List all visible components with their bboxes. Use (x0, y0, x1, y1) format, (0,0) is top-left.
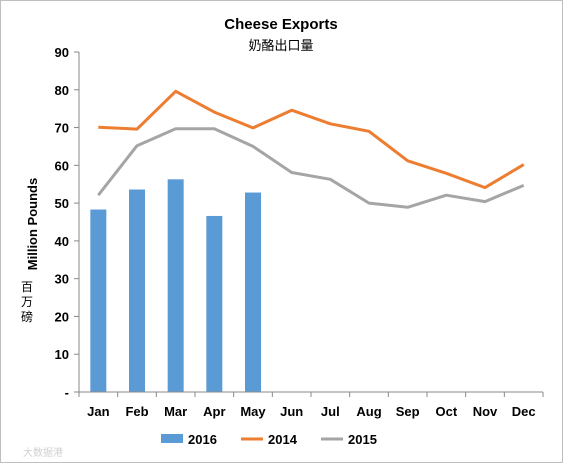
line-series-group (97, 89, 525, 209)
x-tick-label-feb: Feb (125, 404, 148, 419)
legend-label-2016: 2016 (188, 432, 217, 447)
bar-2016-feb (129, 189, 145, 392)
x-tick-label-sep: Sep (396, 404, 420, 419)
y-tick-label: 80 (55, 83, 69, 98)
y-tick-label: 70 (55, 121, 69, 136)
y-tick-label: 60 (55, 158, 69, 173)
y-tick-label: 30 (55, 272, 69, 287)
x-tick-label-jun: Jun (280, 404, 303, 419)
y-axis-label-secondary-3: 磅 (21, 309, 33, 324)
legend: 2016 2014 2015 (161, 432, 377, 447)
axes-group (74, 51, 544, 397)
x-tick-labels: Jan Feb Mar Apr May Jun Jul Aug Sep Oct Nov Dec (87, 404, 535, 419)
x-tick-label-jan: Jan (87, 404, 109, 419)
chart-subtitle: 奶酪出口量 (248, 38, 313, 54)
x-tick-label-mar: Mar (164, 404, 187, 419)
y-tick-label: 90 (55, 45, 69, 60)
x-tick-label-apr: Apr (203, 404, 225, 419)
y-tick-label: 40 (55, 234, 69, 249)
y-tick-label: 10 (55, 347, 69, 362)
watermark: 大数据港 (23, 446, 63, 459)
y-axis-label-secondary-1: 百 (21, 280, 33, 294)
x-tick-label-dec: Dec (512, 404, 536, 419)
bar-2016-jan (90, 209, 107, 392)
legend-label-2014: 2014 (268, 432, 298, 447)
legend-label-2015: 2015 (348, 432, 377, 447)
line-series-2014 (98, 89, 525, 190)
y-tick-labels: - 10 20 30 40 50 60 70 80 90 (55, 45, 69, 400)
x-tick-label-jul: Jul (321, 404, 340, 419)
bar-2016-apr (206, 215, 223, 392)
bar-2016-mar (167, 179, 184, 392)
x-tick-label-nov: Nov (473, 404, 498, 419)
bar-2016-may (245, 192, 261, 392)
y-axis-label: Million Pounds (25, 178, 40, 270)
y-axis-label-secondary-2: 万 (21, 295, 33, 309)
x-tick-label-may: May (240, 404, 266, 419)
x-tick-label-oct: Oct (435, 404, 457, 419)
x-tick-label-aug: Aug (356, 404, 381, 419)
legend-swatch-2016 (161, 434, 183, 443)
y-tick-label: 20 (55, 309, 69, 324)
line-series-2015 (97, 127, 525, 209)
chart-title: Cheese Exports (224, 16, 337, 33)
bar-series-group (90, 179, 261, 392)
y-tick-label: - (65, 385, 69, 400)
y-tick-label: 50 (55, 196, 69, 211)
